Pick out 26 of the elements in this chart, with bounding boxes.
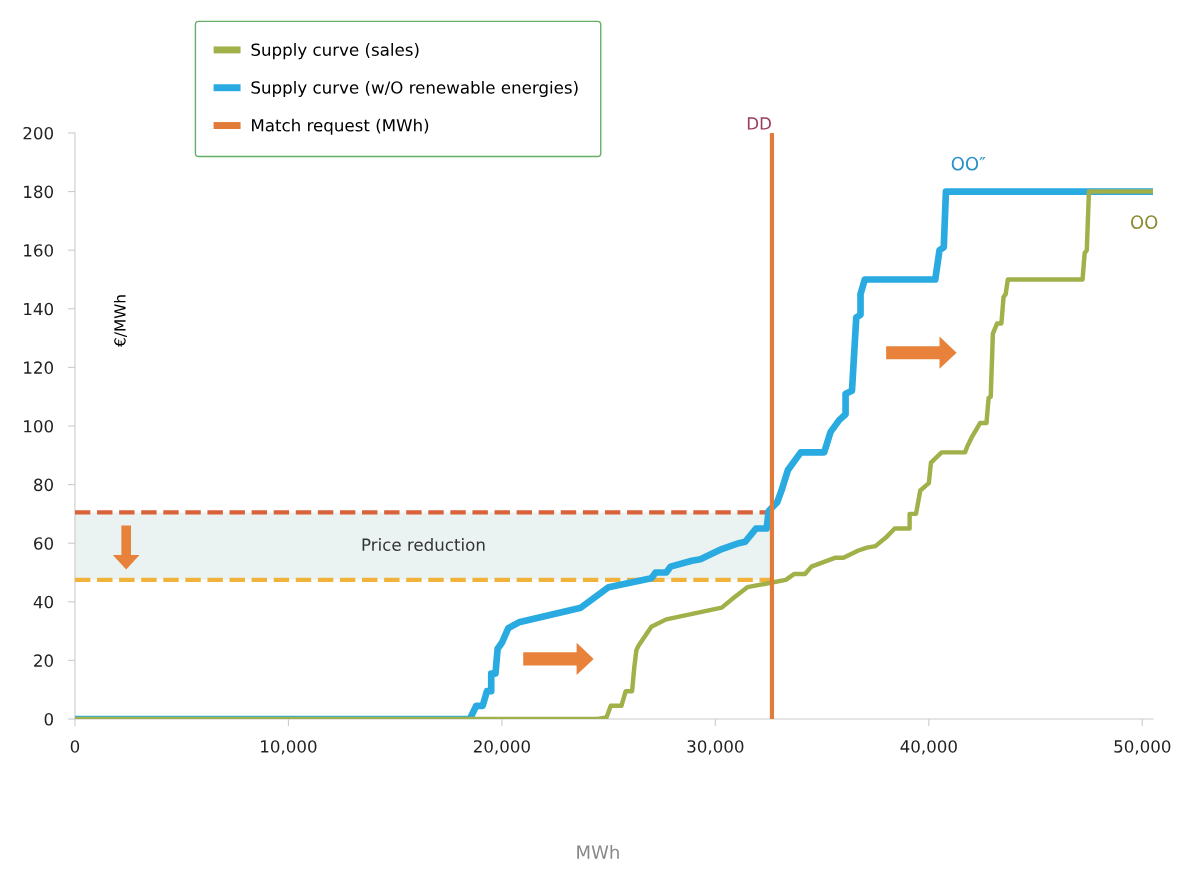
annotation: OO″ [951, 156, 986, 171]
legend-label: Supply curve (sales) [251, 43, 419, 60]
text: MWh [577, 845, 619, 859]
y-tick-label: 60 [34, 537, 54, 550]
x-tick-label: 40,000 [900, 740, 957, 755]
y-tick-label: 120 [24, 361, 54, 374]
x-tick-label: 20,000 [473, 740, 530, 755]
y-tick-label: 200 [23, 126, 54, 140]
y-tick-label: 40 [33, 595, 54, 609]
x-tick-label: 50,000 [1114, 740, 1171, 755]
x-tick-label: 30,000 [687, 740, 744, 755]
y-tick-label: 80 [34, 478, 54, 492]
legend-label: Supply curve (w/O renewable energies) [251, 80, 578, 98]
x-tick-label: 10,000 [261, 740, 317, 755]
band-label: Price reduction [362, 538, 485, 551]
legend-label: Match request (MWh) [252, 118, 429, 135]
y-tick-label: 20 [34, 654, 54, 667]
y-tick-label: 160 [24, 244, 54, 257]
y-tick-label: 0 [44, 712, 54, 726]
annotation: OO [1130, 215, 1158, 229]
y-axis-title: €/MWh [113, 295, 127, 347]
y-tick-label: 140 [24, 302, 54, 316]
y-tick-label: 100 [24, 419, 54, 433]
x-tick-label: 0 [70, 740, 80, 753]
y-tick-label: 180 [24, 185, 54, 199]
annotation: DD [747, 117, 771, 130]
